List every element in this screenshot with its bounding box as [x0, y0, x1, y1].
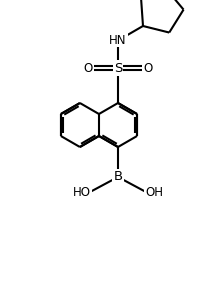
Text: S: S [114, 61, 122, 74]
Text: O: O [83, 61, 93, 74]
Text: O: O [143, 61, 153, 74]
Text: HO: HO [73, 185, 91, 199]
Text: B: B [113, 170, 123, 184]
Text: OH: OH [145, 185, 163, 199]
Text: HN: HN [109, 34, 127, 46]
